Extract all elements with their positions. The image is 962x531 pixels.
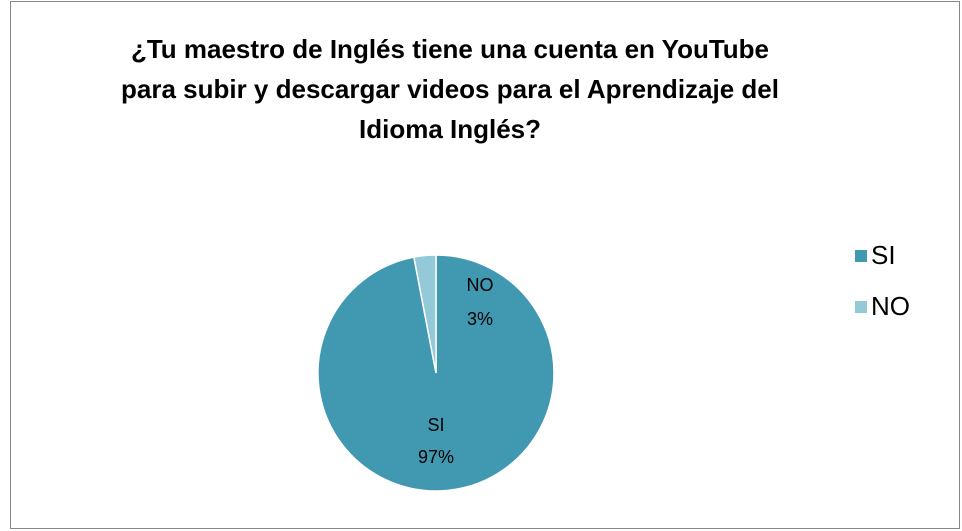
chart-title: ¿Tu maestro de Inglés tiene una cuenta e… — [121, 34, 779, 144]
pie-slice — [413, 254, 437, 374]
legend-label: SI — [871, 240, 896, 270]
legend-label: NO — [871, 291, 910, 321]
data-label-value: 3% — [467, 309, 493, 329]
chart-frame — [10, 1, 960, 529]
legend-swatch — [855, 301, 867, 313]
data-label-category: NO — [467, 275, 494, 295]
legend-swatch — [855, 250, 867, 262]
data-label-category: SI — [427, 415, 444, 435]
data-label-value: 97% — [418, 447, 454, 467]
